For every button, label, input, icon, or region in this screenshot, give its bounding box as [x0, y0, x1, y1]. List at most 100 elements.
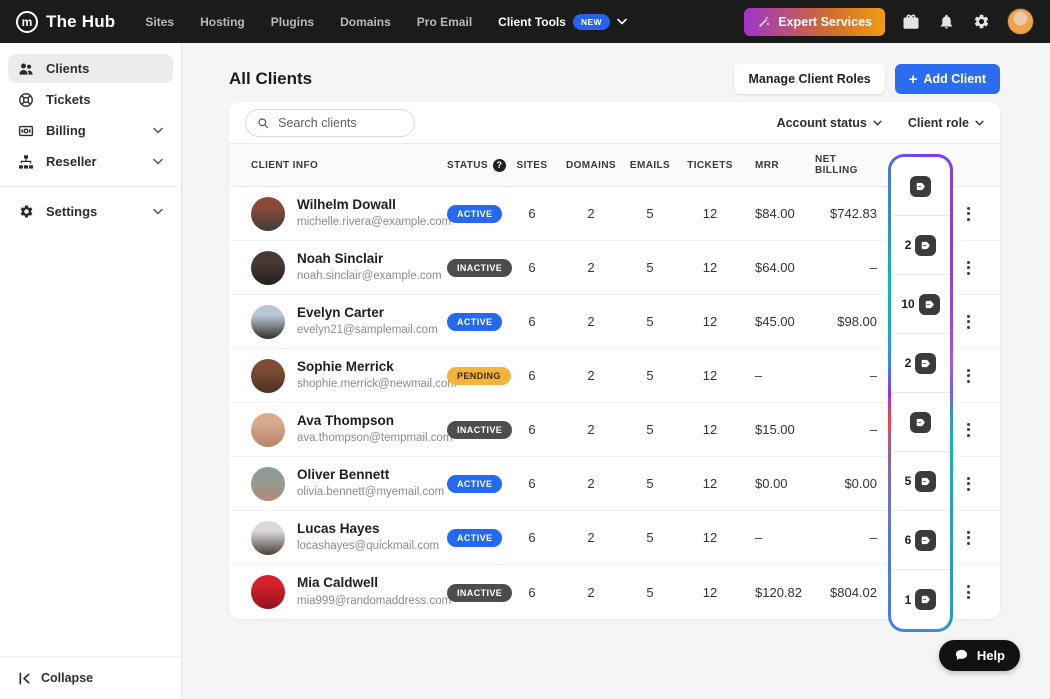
search-clients-box[interactable] [245, 108, 415, 137]
status-badge: ACTIVE [447, 205, 503, 223]
table-row: Noah Sinclair noah.sinclair@example.com … [229, 241, 1000, 295]
row-menu-button[interactable] [961, 201, 976, 227]
sidebar-item-billing[interactable]: Billing [8, 116, 173, 145]
header-client-info: CLIENT INFO [251, 159, 319, 171]
client-info-cell[interactable]: Ava Thompson ava.thompson@tempmail.com [229, 412, 453, 447]
nav-item-domains[interactable]: Domains [340, 14, 391, 29]
avatar [251, 196, 285, 231]
sidebar-item-tickets[interactable]: Tickets [8, 85, 173, 114]
nav-item-pro-email[interactable]: Pro Email [416, 14, 473, 29]
nav-item-hosting[interactable]: Hosting [200, 14, 245, 29]
gift-icon[interactable] [902, 13, 920, 31]
new-badge: NEW [572, 13, 610, 30]
lifebuoy-icon [18, 92, 34, 108]
collapse-icon [19, 672, 30, 684]
emails-count: 5 [646, 368, 654, 383]
domains-count: 2 [587, 260, 595, 275]
chevron-down-icon [617, 18, 627, 25]
labels-cell[interactable]: 10 [891, 275, 950, 334]
row-menu-button[interactable] [961, 525, 976, 551]
table-filter-bar: Account status Client role [229, 102, 1000, 144]
collapse-button[interactable]: Collapse [0, 656, 181, 699]
row-menu-button[interactable] [961, 309, 976, 335]
label-count: 2 [904, 356, 912, 370]
client-name: Mia Caldwell [297, 575, 379, 591]
gear-icon[interactable] [972, 13, 990, 31]
client-info-cell[interactable]: Wilhelm Dowall michelle.rivera@example.c… [229, 196, 451, 231]
expert-services-button[interactable]: Expert Services [744, 7, 885, 36]
mrr-value: $0.00 [755, 476, 788, 491]
header-status: STATUS ? [447, 158, 509, 172]
bell-icon[interactable] [937, 13, 955, 31]
sites-count: 6 [528, 260, 536, 275]
sidebar-item-label: Reseller [46, 154, 97, 169]
label-tag-icon [910, 411, 931, 433]
client-email: olivia.bennett@myemail.com [297, 486, 445, 499]
header-domains: DOMAINS [565, 159, 617, 171]
account-status-dropdown[interactable]: Account status [777, 116, 882, 130]
labels-cell[interactable]: 2 [891, 216, 950, 275]
client-name: Ava Thompson [297, 412, 395, 428]
help-button[interactable]: Help [938, 640, 1020, 671]
hierarchy-icon [18, 154, 34, 170]
row-menu-button[interactable] [961, 255, 976, 281]
sidebar-item-settings[interactable]: Settings [8, 197, 173, 226]
client-info-cell[interactable]: Noah Sinclair noah.sinclair@example.com [229, 250, 447, 285]
help-question-icon[interactable]: ? [492, 158, 506, 172]
client-role-dropdown[interactable]: Client role [908, 116, 984, 130]
manage-client-roles-button[interactable]: Manage Client Roles [734, 64, 885, 94]
hub-logo[interactable]: m The Hub [16, 10, 115, 33]
avatar [251, 466, 285, 501]
labels-cell[interactable] [891, 157, 950, 216]
sidebar-item-clients[interactable]: Clients [8, 54, 173, 83]
client-name: Sophie Merrick [297, 358, 394, 374]
nav-item-client-tools[interactable]: Client Tools NEW [498, 13, 627, 30]
labels-column-inner: 2 10 2 5 6 1 [891, 157, 950, 629]
sidebar-item-label: Clients [46, 61, 90, 76]
labels-cell[interactable]: 2 [891, 334, 950, 393]
labels-cell[interactable]: 5 [891, 452, 950, 511]
mrr-value: $15.00 [755, 422, 795, 437]
sidebar-divider [0, 186, 181, 187]
row-menu-button[interactable] [961, 417, 976, 443]
nav-item-plugins[interactable]: Plugins [270, 14, 315, 29]
main-content: All Clients Manage Client Roles + Add Cl… [182, 43, 1050, 699]
net-billing-value: $0.00 [844, 476, 877, 491]
sidebar-item-reseller[interactable]: Reseller [8, 147, 173, 176]
domains-count: 2 [587, 422, 595, 437]
client-info-cell[interactable]: Evelyn Carter evelyn21@samplemail.com [229, 304, 447, 339]
search-input[interactable] [276, 114, 403, 131]
mrr-value: $64.00 [755, 260, 795, 275]
add-client-button[interactable]: + Add Client [894, 64, 1000, 94]
client-info-cell[interactable]: Sophie Merrick shophie.merrick@newmail.c… [229, 358, 457, 393]
net-billing-value: – [869, 260, 877, 275]
row-menu-button[interactable] [961, 471, 976, 497]
page-title: All Clients [229, 69, 313, 88]
chevron-down-icon [153, 208, 163, 215]
banknote-icon [18, 123, 34, 139]
clients-table-card: Account status Client role CLIENT INFO S… [229, 102, 1000, 632]
labels-cell[interactable]: 1 [891, 570, 950, 629]
row-menu-button[interactable] [961, 363, 976, 389]
chevron-down-icon [153, 127, 163, 134]
nav-item-sites[interactable]: Sites [145, 14, 175, 29]
mrr-value: – [755, 530, 763, 545]
row-menu-button[interactable] [961, 579, 976, 605]
avatar [251, 358, 285, 393]
tickets-count: 12 [702, 530, 718, 545]
labels-cell[interactable] [891, 393, 950, 452]
avatar [251, 520, 285, 555]
tickets-count: 12 [702, 584, 718, 600]
client-info-cell[interactable]: Mia Caldwell mia999@randomaddress.com [229, 575, 451, 609]
client-info-cell[interactable]: Oliver Bennett olivia.bennett@myemail.co… [229, 466, 447, 501]
sites-count: 6 [528, 368, 536, 383]
status-badge: INACTIVE [447, 259, 513, 277]
client-info-cell[interactable]: Lucas Hayes locashayes@quickmail.com [229, 520, 447, 555]
header-sites: SITES [516, 159, 548, 171]
user-avatar[interactable] [1007, 8, 1034, 35]
client-email: shophie.merrick@newmail.com [297, 378, 457, 391]
sidebar-item-label: Tickets [46, 92, 91, 107]
header-net-billing: NET BILLING [815, 154, 858, 176]
chat-bubble-icon [955, 649, 967, 660]
labels-cell[interactable]: 6 [891, 511, 950, 570]
